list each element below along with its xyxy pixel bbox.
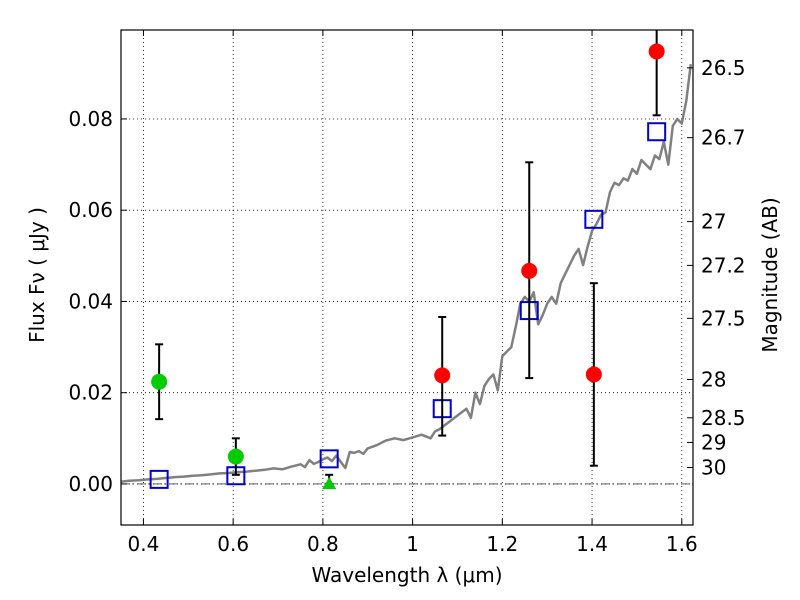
- x-tick-label: 1.6: [666, 532, 698, 556]
- model-square-point: [584, 209, 604, 229]
- observed-circle-point: [521, 262, 538, 279]
- observed-circle-point: [585, 366, 602, 383]
- y-tick-label: 0.00: [68, 472, 113, 496]
- x-tick-label: 0.4: [128, 532, 160, 556]
- model-square-point: [149, 469, 169, 489]
- mag-tick-label: 30: [701, 456, 726, 480]
- x-tick-label: 0.8: [307, 532, 339, 556]
- y-tick-label: 0.04: [68, 289, 113, 313]
- x-tick-label: 1.4: [576, 532, 608, 556]
- plot-frame: [120, 29, 694, 526]
- observed-circle-point: [227, 448, 244, 465]
- observed-circle-point: [151, 373, 168, 390]
- x-tick-label: 1.2: [486, 532, 518, 556]
- mag-tick-label: 27.2: [701, 253, 746, 277]
- model-square-point: [647, 122, 667, 142]
- data-layer: [121, 30, 693, 489]
- y-axis-label-right: Magnitude (AB): [758, 197, 782, 352]
- observed-circle-point: [648, 43, 665, 60]
- x-tick-label: 1: [406, 532, 419, 556]
- mag-tick-label: 26.7: [701, 126, 746, 150]
- y-axis-label-left: Flux Fν ( μJy ): [25, 207, 49, 343]
- y-tick-label: 0.02: [68, 381, 113, 405]
- spectrum-line: [121, 64, 693, 483]
- mag-tick-label: 27: [701, 210, 726, 234]
- mag-tick-label: 28.5: [701, 406, 746, 430]
- y-tick-label: 0.08: [68, 107, 113, 131]
- grid: [121, 30, 693, 525]
- mag-tick-label: 28: [701, 367, 726, 391]
- x-tick-label: 0.6: [217, 532, 249, 556]
- axis-ticks: 0.4 0.6 0.8 1 1.2 1.4 1.6 0.00 0.02 0.04 0.06 0.08 2…: [68, 30, 746, 556]
- mag-tick-label: 29: [701, 430, 726, 454]
- upper-limit-triangle: [322, 476, 337, 489]
- observed-circle-point: [434, 367, 451, 384]
- mag-tick-label: 26.5: [701, 56, 746, 80]
- model-square-point: [319, 449, 339, 469]
- mag-tick-label: 27.5: [701, 306, 746, 330]
- x-axis-label: Wavelength λ (μm): [311, 563, 502, 587]
- y-tick-label: 0.06: [68, 198, 113, 222]
